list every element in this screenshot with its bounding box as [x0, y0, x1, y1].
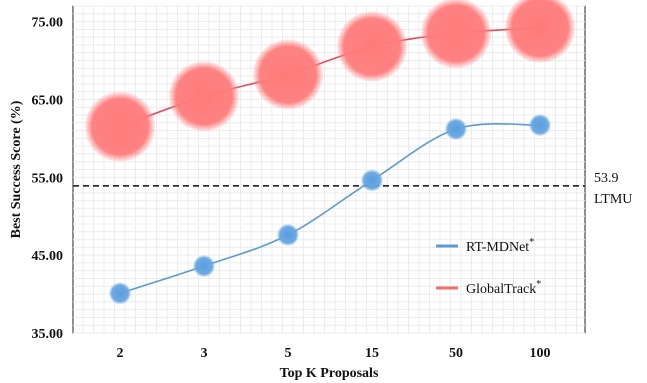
y-tick-label: 65.00 — [32, 93, 64, 108]
series-group — [85, 0, 575, 305]
y-axis-title: Best Success Score (%) — [9, 100, 24, 238]
data-point-rt-mdnet — [529, 114, 551, 137]
y-axis-ticks: 35.00 45.00 55.00 65.00 75.00 — [32, 16, 64, 342]
data-point-rt-mdnet — [361, 169, 383, 192]
data-point-rt-mdnet — [445, 118, 467, 141]
x-tick-label: 50 — [449, 346, 463, 361]
x-tick-label: 15 — [365, 346, 379, 361]
x-tick-label: 5 — [285, 346, 292, 361]
x-tick-label: 2 — [117, 346, 124, 361]
y-tick-label: 55.00 — [32, 171, 64, 186]
data-point-globaltrack — [169, 61, 239, 132]
legend: RT-MDNet* GlobalTrack* — [436, 237, 541, 297]
reference-line-value: 53.9 — [594, 171, 619, 186]
data-point-globaltrack — [505, 0, 575, 63]
data-point-globaltrack — [85, 91, 155, 162]
data-point-rt-mdnet — [193, 255, 215, 278]
x-tick-label: 3 — [201, 346, 208, 361]
data-point-globaltrack — [337, 11, 407, 82]
series-rt-mdnet — [109, 114, 551, 305]
legend-label-suffix: * — [529, 237, 534, 248]
y-tick-label: 75.00 — [32, 16, 64, 31]
x-axis-title: Top K Proposals — [280, 366, 379, 381]
legend-label: GlobalTrack* — [466, 279, 541, 297]
reference-line-label: LTMU — [594, 192, 632, 207]
data-point-rt-mdnet — [109, 282, 131, 305]
data-point-globaltrack — [253, 39, 323, 110]
data-point-globaltrack — [421, 0, 491, 69]
y-tick-label: 45.00 — [32, 249, 64, 264]
x-tick-label: 100 — [530, 346, 551, 361]
series-globaltrack — [85, 0, 575, 162]
x-axis-ticks: 2 3 5 15 50 100 — [117, 346, 551, 361]
data-point-rt-mdnet — [277, 223, 299, 246]
legend-label-suffix: * — [536, 279, 541, 290]
legend-label: RT-MDNet* — [466, 237, 534, 255]
y-tick-label: 35.00 — [32, 327, 64, 342]
